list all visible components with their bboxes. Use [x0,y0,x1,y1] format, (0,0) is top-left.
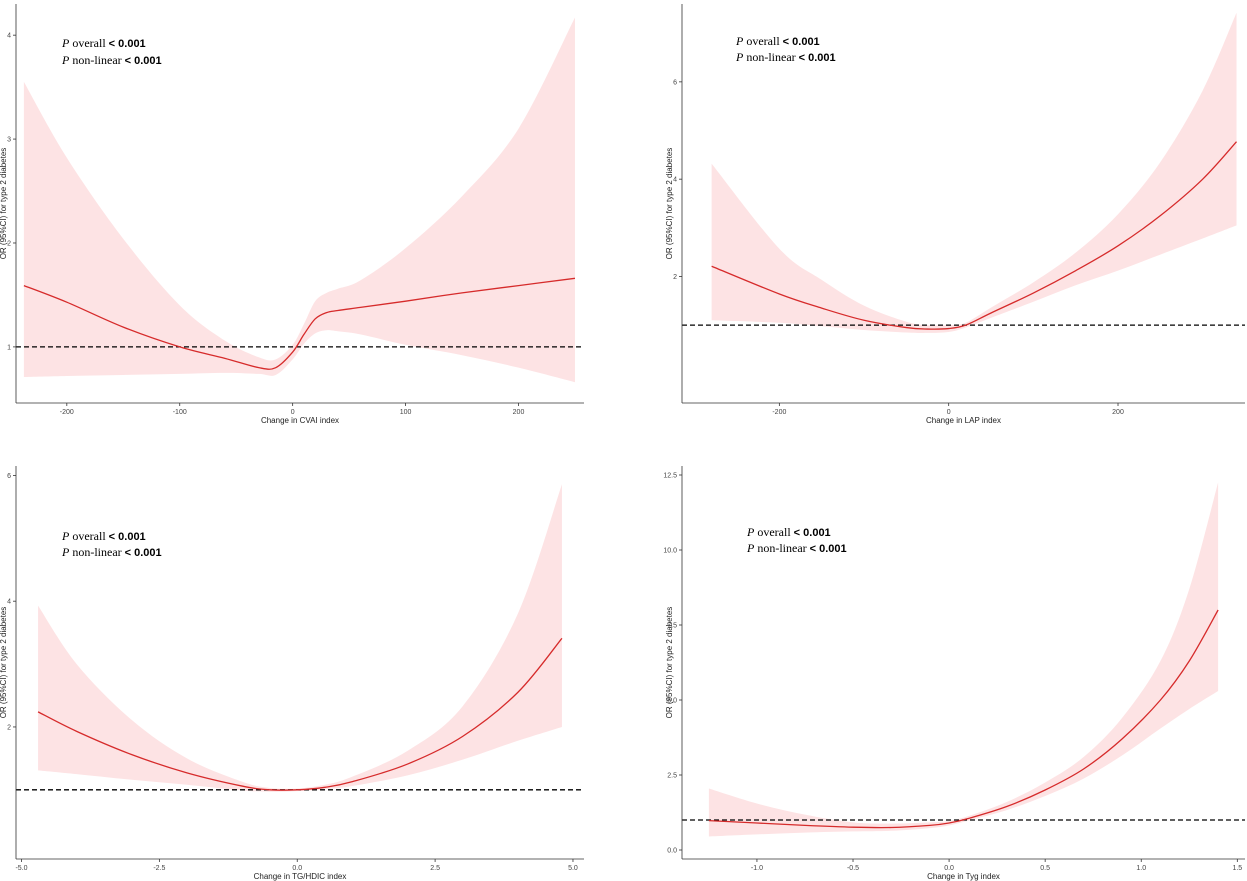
estimate-line [23,277,576,370]
estimate-line [708,609,1219,829]
y-tick-label: 12.5 [663,473,677,480]
chart-panel-3: -5.0 -2.5 0.0 2.5 5.0 2 4 6 Change in TG/HDIC in… [0,466,584,881]
confidence-band [38,484,562,792]
x-tick-label: 0.0 [292,865,302,872]
x-tick-label: -2.5 [153,865,165,872]
y-tick-label: 1 [7,344,11,351]
x-axis-title: Change in LAP index [926,416,1001,425]
p-overall-annotation: P overall < 0.001 [61,529,146,543]
x-tick-label: 0.5 [1040,865,1050,872]
y-axis-title: OR (95%CI) for type 2 diabetes [0,148,8,260]
p-overall-annotation: P overall < 0.001 [61,36,146,50]
y-tick-label: 3 [7,137,11,144]
y-tick-label: 4 [7,599,11,606]
confidence-band [711,12,1237,333]
estimate-line [711,141,1238,330]
x-tick-label: -1.0 [751,865,763,872]
x-axis-title: Change in Tyg index [927,872,1000,881]
y-tick-label: 0.0 [667,848,677,855]
y-tick-label: 6 [673,79,677,86]
y-axis-title: OR (95%CI) for type 2 diabetes [0,607,8,719]
y-tick-label: 4 [7,33,11,40]
chart-panel-2: -200 0 200 2 4 6 Change in LAP index OR (95%CI)… [665,4,1245,425]
x-tick-label: 0 [291,409,295,416]
x-tick-label: -5.0 [15,865,27,872]
y-tick-label: 2.5 [667,773,677,780]
y-tick-label: 10.0 [663,548,677,555]
x-tick-label: 200 [1112,409,1124,416]
x-tick-label: 1.0 [1136,865,1146,872]
x-tick-label: -200 [60,409,74,416]
p-nonlinear-annotation: P non-linear < 0.001 [61,545,162,559]
x-axis-title: Change in TG/HDIC index [254,872,347,881]
y-tick-label: 2 [673,274,677,281]
estimate-line [37,637,563,791]
x-tick-label: -100 [173,409,187,416]
x-tick-label: 2.5 [430,865,440,872]
p-overall-annotation: P overall < 0.001 [746,525,831,539]
y-tick-label: 4 [673,177,677,184]
y-tick-label: 2 [7,724,11,731]
x-tick-label: 0.0 [944,865,954,872]
x-tick-label: 100 [400,409,412,416]
y-axis-title: OR (95%CI) for type 2 diabetes [665,607,674,719]
y-tick-label: 7.5 [667,623,677,630]
x-tick-label: 1.5 [1232,865,1242,872]
y-axis-title: OR (95%CI) for type 2 diabetes [665,148,674,260]
p-nonlinear-annotation: P non-linear < 0.001 [735,50,836,64]
x-axis-title: Change in CVAI index [261,416,339,425]
confidence-band [23,17,575,383]
x-tick-label: 5.0 [568,865,578,872]
x-tick-label: -0.5 [847,865,859,872]
p-overall-annotation: P overall < 0.001 [735,34,820,48]
y-tick-label: 2 [7,240,11,247]
x-tick-label: 200 [513,409,525,416]
y-tick-label: 6 [7,473,11,480]
y-tick-label: 5.0 [667,698,677,705]
p-nonlinear-annotation: P non-linear < 0.001 [746,541,847,555]
x-tick-label: 0 [947,409,951,416]
chart-panel-1: -200 -100 0 100 200 1 2 3 4 Change in CVAI index O… [0,4,584,425]
chart-panel-4: -1.0 -0.5 0.0 0.5 1.0 1.5 0.0 2.5 5.0 7.5 10.0 12.5… [663,466,1245,881]
p-nonlinear-annotation: P non-linear < 0.001 [61,53,162,67]
x-tick-label: -200 [772,409,786,416]
